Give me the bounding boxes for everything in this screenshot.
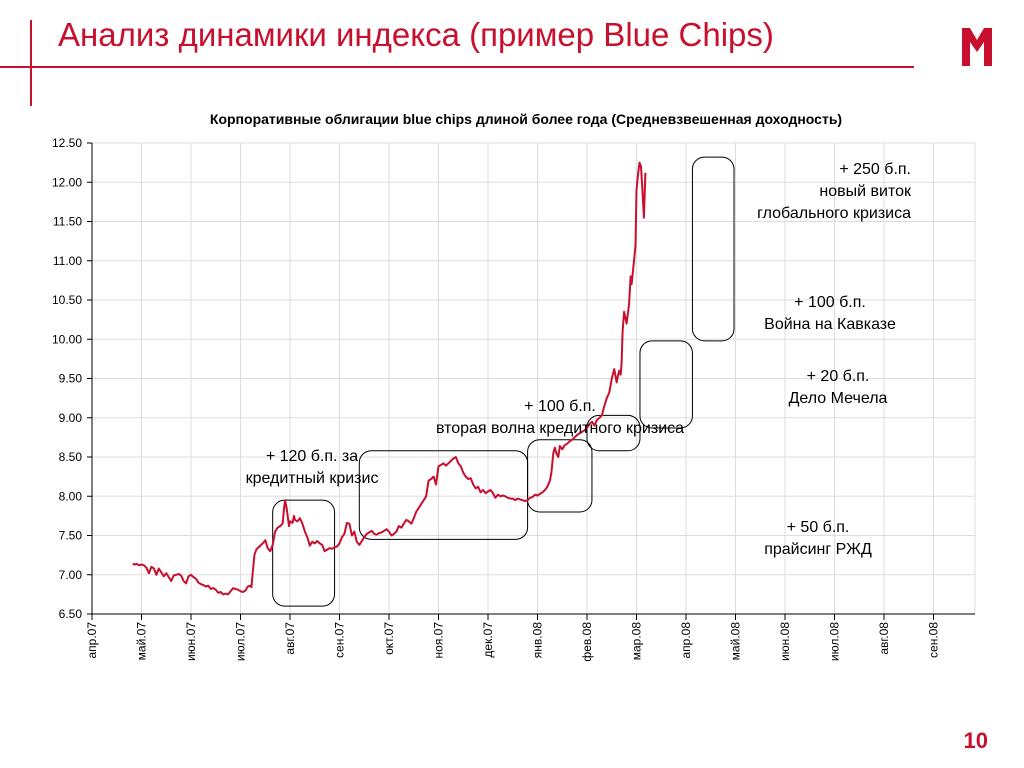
y-tick-label: 11.50 <box>53 215 82 229</box>
annotation-text: + 120 б.п. за кредитный кризис <box>246 448 379 487</box>
annotation-line: кредитный кризис <box>246 470 379 487</box>
y-tick-label: 11.00 <box>53 254 82 268</box>
annotation-text: + 100 б.п. Война на Кавказе <box>764 294 896 333</box>
annotation-line: + 100 б.п. <box>524 398 596 415</box>
highlight-box <box>691 156 735 342</box>
highlight-box <box>527 439 593 513</box>
annotation-line: новый виток <box>819 183 912 200</box>
annotation-line: глобального кризиса <box>757 205 911 222</box>
annotation-line: + 50 б.п. <box>787 519 850 536</box>
y-tick-label: 9.00 <box>59 411 83 425</box>
annotation-text: + 250 б.п. новый виток глобального кризиса <box>757 161 912 222</box>
highlight-box <box>272 499 336 607</box>
annotation-line: + 250 б.п. <box>839 161 911 178</box>
x-tick-label: авг.07 <box>283 622 297 655</box>
annotation-line: + 20 б.п. <box>807 368 870 385</box>
annotation-line: Дело Мечела <box>789 390 888 407</box>
x-tick-label: сен.08 <box>927 622 941 658</box>
y-tick-label: 8.00 <box>59 489 83 503</box>
y-tick-label: 6.50 <box>59 607 83 621</box>
highlight-box <box>639 340 693 429</box>
y-tick-label: 9.50 <box>59 372 83 386</box>
brand-logo-icon <box>962 28 992 66</box>
annotation-line: + 100 б.п. <box>794 294 866 311</box>
y-tick-label: 7.00 <box>59 568 83 582</box>
x-tick-label: июл.08 <box>828 622 842 661</box>
x-tick-label: май.08 <box>729 622 743 661</box>
y-tick-label: 7.50 <box>59 529 83 543</box>
chart-axes <box>87 142 975 620</box>
x-tick-label: авг.08 <box>877 622 891 655</box>
y-tick-label: 8.50 <box>59 450 83 464</box>
x-tick-label: апр.07 <box>85 622 99 659</box>
annotation-line: Война на Кавказе <box>764 316 896 333</box>
page-number: 10 <box>963 728 988 753</box>
y-axis-ticks: 12.50 12.00 11.50 11.00 10.50 10.00 9.50 9.00 8.… <box>52 136 82 621</box>
x-tick-label: сен.07 <box>333 622 347 658</box>
x-tick-label: фев.08 <box>580 622 594 662</box>
annotation-line: прайсинг РЖД <box>764 541 872 558</box>
x-tick-label: дек.07 <box>481 622 495 658</box>
highlight-box <box>586 414 641 452</box>
title-accent-horizontal-line <box>0 66 914 68</box>
annotation-text: + 50 б.п. прайсинг РЖД <box>764 519 872 558</box>
x-tick-label: май.07 <box>135 622 149 661</box>
yield-series-line <box>132 161 647 596</box>
annotation-line: вторая волна кредитного кризиса <box>436 420 684 437</box>
title-accent-vertical-line <box>30 20 32 106</box>
chart-title: Корпоративные облигации blue chips длино… <box>210 111 842 127</box>
y-tick-label: 12.50 <box>52 136 82 150</box>
series-lines <box>132 161 647 596</box>
highlight-boxes <box>272 156 735 607</box>
annotations: + 120 б.п. за кредитный кризис + 100 б.п. в… <box>246 161 912 558</box>
x-tick-label: ноя.07 <box>432 622 446 659</box>
x-tick-label: июн.07 <box>184 622 198 661</box>
annotation-text: + 100 б.п. вторая волна кредитного кризис… <box>436 398 684 437</box>
x-axis-ticks: апр.07 май.07 июн.07 июл.07 авг.07 сен.07 окт.… <box>85 622 941 662</box>
x-tick-label: окт.07 <box>382 622 396 655</box>
annotation-text: + 20 б.п. Дело Мечела <box>789 368 888 407</box>
yield-line-chart: Корпоративные облигации blue chips длино… <box>52 111 976 662</box>
x-tick-label: июл.07 <box>234 622 248 661</box>
y-tick-label: 12.00 <box>52 175 82 189</box>
x-tick-label: янв.08 <box>531 622 545 659</box>
x-tick-label: апр.08 <box>679 622 693 659</box>
slide-title: Анализ динамики индекса (пример Blue Chi… <box>58 16 774 53</box>
y-tick-label: 10.50 <box>52 293 82 307</box>
x-tick-label: мар.08 <box>630 622 644 661</box>
annotation-line: + 120 б.п. за <box>266 448 358 465</box>
x-tick-label: июн.08 <box>778 622 792 661</box>
y-tick-label: 10.00 <box>52 332 82 346</box>
